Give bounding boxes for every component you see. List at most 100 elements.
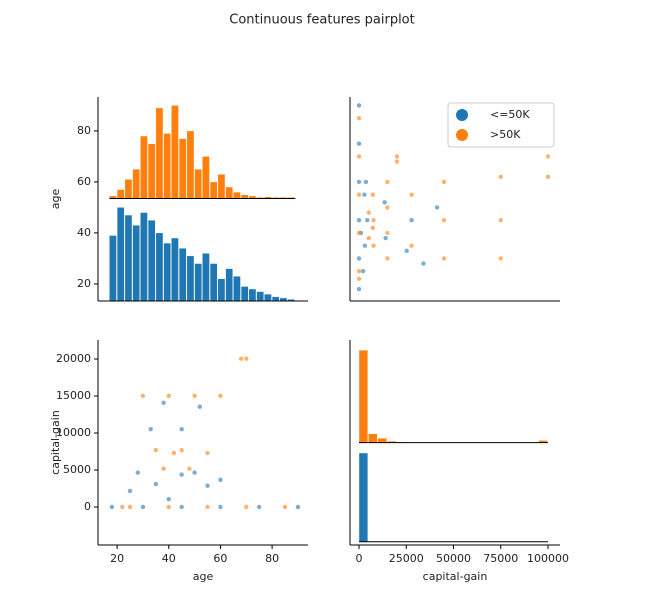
- hist-bar: [210, 182, 217, 199]
- scatter-point: [357, 116, 361, 120]
- x-tick-label: 50000: [436, 552, 471, 565]
- scatter-point: [442, 218, 446, 222]
- scatter-point: [435, 205, 439, 209]
- scatter-point: [362, 192, 366, 196]
- hist-bar: [218, 279, 225, 301]
- x-tick-label: 100000: [527, 552, 569, 565]
- scatter-point: [357, 154, 361, 158]
- scatter-point: [357, 231, 361, 235]
- x-tick-label: 75000: [483, 552, 518, 565]
- hist-bar: [140, 136, 147, 198]
- x-tick-label: 20: [110, 552, 124, 565]
- y-tick-label: 80: [77, 124, 91, 137]
- hist-bar: [202, 156, 209, 198]
- scatter-point: [205, 505, 209, 509]
- scatter-point: [442, 180, 446, 184]
- scatter-point: [179, 448, 183, 452]
- hist-bar: [233, 276, 240, 301]
- y-axis-label: capital-gain: [49, 410, 62, 475]
- hist-bar: [257, 292, 264, 301]
- scatter-point: [371, 243, 375, 247]
- scatter-point: [499, 218, 503, 222]
- hist-bar: [187, 256, 194, 301]
- scatter-point: [395, 154, 399, 158]
- scatter-point: [499, 175, 503, 179]
- scatter-point: [357, 180, 361, 184]
- scatter-point: [383, 236, 387, 240]
- scatter-point: [179, 472, 183, 476]
- x-axis-label: capital-gain: [423, 570, 488, 583]
- scatter-point: [167, 497, 171, 501]
- scatter-point: [141, 394, 145, 398]
- scatter-point: [172, 451, 176, 455]
- scatter-point: [283, 505, 287, 509]
- scatter-point: [161, 401, 165, 405]
- scatter-point: [148, 427, 152, 431]
- scatter-point: [546, 175, 550, 179]
- x-tick-label: 80: [265, 552, 279, 565]
- scatter-point: [409, 218, 413, 222]
- scatter-point: [404, 249, 408, 253]
- scatter-point: [179, 505, 183, 509]
- y-tick-label: 0: [84, 500, 91, 513]
- scatter-point: [239, 356, 243, 360]
- scatter-point: [161, 466, 165, 470]
- hist-bar: [171, 238, 178, 301]
- x-tick-label: 40: [162, 552, 176, 565]
- y-tick-label: 15000: [56, 389, 91, 402]
- scatter-point: [218, 505, 222, 509]
- scatter-point: [128, 505, 132, 509]
- hist-bar: [226, 187, 233, 198]
- figure-title: Continuous features pairplot: [229, 13, 415, 28]
- hist-bar: [378, 438, 387, 442]
- legend-marker: [456, 129, 468, 141]
- x-tick-label: 0: [356, 552, 363, 565]
- scatter-point: [198, 405, 202, 409]
- hist-bar: [264, 294, 271, 301]
- scatter-point: [395, 159, 399, 163]
- scatter-point: [244, 356, 248, 360]
- hist-bar: [241, 195, 248, 199]
- y-tick-label: 40: [77, 226, 91, 239]
- legend: <=50K>50K: [448, 103, 554, 147]
- y-axis-label: age: [49, 189, 62, 210]
- scatter-point: [218, 478, 222, 482]
- legend-label: >50K: [490, 128, 521, 141]
- x-tick-label: 25000: [389, 552, 424, 565]
- scatter-point: [357, 103, 361, 107]
- hist-bar: [133, 225, 140, 301]
- scatter-point: [365, 218, 369, 222]
- y-tick-label: 20: [77, 277, 91, 290]
- hist-bar: [272, 297, 279, 301]
- scatter-point: [136, 470, 140, 474]
- scatter-point: [205, 483, 209, 487]
- hist-bar: [249, 289, 256, 301]
- y-tick-label: 5000: [63, 463, 91, 476]
- scatter-point: [382, 200, 386, 204]
- scatter-point: [546, 154, 550, 158]
- scatter-point: [257, 505, 261, 509]
- scatter-point: [192, 394, 196, 398]
- scatter-point: [421, 261, 425, 265]
- hist-bar: [218, 174, 225, 198]
- hist-bar: [148, 144, 155, 199]
- hist-bar: [368, 434, 377, 443]
- hist-bar: [109, 235, 116, 301]
- hist-bar: [359, 350, 368, 442]
- scatter-point: [120, 505, 124, 509]
- scatter-point: [385, 205, 389, 209]
- hist-bar: [171, 105, 178, 198]
- scatter-point: [244, 505, 248, 509]
- y-tick-label: 60: [77, 175, 91, 188]
- scatter-point: [385, 256, 389, 260]
- hist-bar: [210, 264, 217, 301]
- hist-bar: [164, 133, 171, 198]
- hist-bar: [233, 192, 240, 198]
- scatter-point: [357, 269, 361, 273]
- scatter-point: [296, 505, 300, 509]
- hist-bar: [179, 248, 186, 301]
- scatter-point: [409, 192, 413, 196]
- hist-bar: [179, 139, 186, 199]
- scatter-point: [371, 218, 375, 222]
